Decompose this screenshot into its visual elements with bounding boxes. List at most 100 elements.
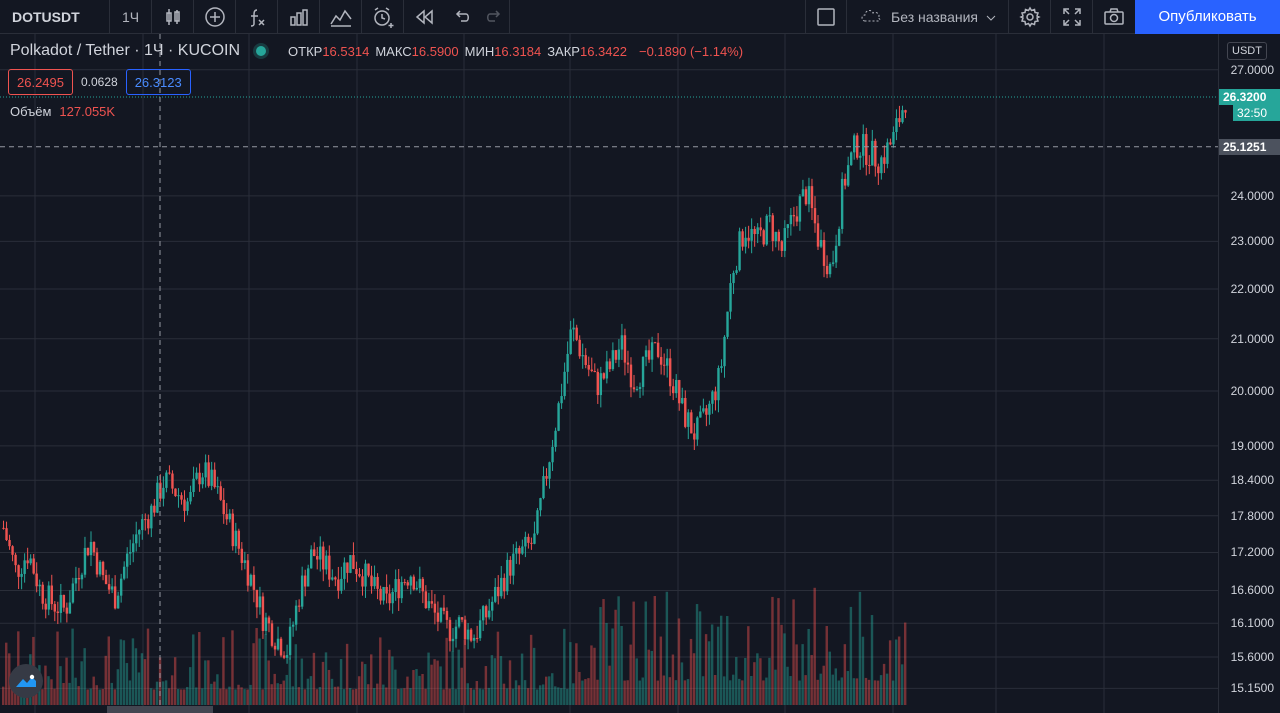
- buy-price-button[interactable]: 26.3123: [125, 69, 191, 95]
- candle-body: [180, 495, 183, 500]
- market-status-icon[interactable]: [256, 46, 267, 56]
- candle-body: [484, 606, 488, 618]
- price-tick-label: 15.6000: [1230, 650, 1274, 664]
- high-value: 16.5900: [411, 43, 459, 59]
- volume-bar: [735, 657, 738, 705]
- candle-body: [92, 541, 96, 553]
- currency-label[interactable]: USDT: [1227, 42, 1267, 60]
- fullscreen-square-icon[interactable]: [805, 0, 848, 34]
- candle-body: [678, 380, 681, 404]
- candle-body: [204, 462, 207, 478]
- volume-bar: [213, 681, 216, 705]
- alert-icon[interactable]: [362, 0, 404, 34]
- candle-body: [234, 530, 237, 547]
- expand-icon[interactable]: [1051, 0, 1093, 34]
- templates-icon[interactable]: [320, 0, 362, 34]
- volume-bar: [183, 689, 186, 705]
- volume-bar: [626, 680, 629, 705]
- price-axis[interactable]: USDT 26.3200 32:50 25.1251 27.0000 24.000…: [1218, 34, 1280, 713]
- candle-body: [786, 224, 790, 229]
- candle-body: [397, 579, 400, 599]
- candle-body: [370, 575, 373, 587]
- candle-body: [644, 350, 648, 357]
- publish-button[interactable]: Опубликовать: [1135, 0, 1280, 34]
- volume-bar: [750, 675, 753, 705]
- volume-bar: [463, 640, 466, 705]
- time-scrollbar[interactable]: [107, 706, 213, 713]
- volume-bar: [336, 686, 340, 705]
- candle-body: [162, 487, 165, 499]
- candle-body: [886, 142, 889, 164]
- volume-bar: [629, 644, 632, 705]
- sell-price-button[interactable]: 26.2495: [8, 69, 73, 95]
- volume-bar: [677, 618, 681, 705]
- volume-bar: [101, 688, 104, 705]
- volume-bar: [653, 596, 657, 705]
- volume-bar: [107, 636, 110, 705]
- candle-body: [641, 356, 645, 387]
- volume-bar: [270, 684, 273, 705]
- replay-icon[interactable]: [404, 0, 446, 34]
- interval-button[interactable]: 1Ч: [110, 0, 152, 34]
- series-title[interactable]: Polkadot / Tether · 1Ч · KUCOIN: [10, 42, 241, 59]
- redo-icon[interactable]: [478, 0, 510, 34]
- volume-bar: [279, 684, 282, 705]
- volume-bar: [545, 676, 548, 705]
- candle-body: [590, 369, 593, 372]
- settings-icon[interactable]: [1009, 0, 1051, 34]
- layout-name: Без названия: [891, 8, 978, 25]
- volume-bar: [840, 677, 844, 705]
- volume-bar: [427, 652, 430, 705]
- volume-bar: [683, 680, 687, 705]
- candle-body: [122, 566, 126, 579]
- volume-bar: [324, 652, 328, 705]
- candle-body: [487, 610, 491, 618]
- volume-bar: [83, 648, 86, 705]
- candles-icon[interactable]: [152, 0, 194, 34]
- bar-compare-icon[interactable]: [278, 0, 320, 34]
- candle-body: [50, 585, 53, 605]
- add-indicator-icon[interactable]: [194, 0, 236, 34]
- candle-body: [89, 541, 93, 556]
- candle-body: [282, 655, 286, 658]
- candle-body: [608, 361, 612, 370]
- undo-icon[interactable]: [446, 0, 478, 34]
- candlestick-chart[interactable]: [0, 34, 1218, 713]
- change-value: −0.1890 (−1.14%): [638, 43, 744, 59]
- spread-value: 0.0628: [81, 75, 118, 89]
- camera-icon[interactable]: [1093, 0, 1135, 34]
- candle-body: [201, 477, 204, 485]
- volume-bar: [367, 684, 370, 705]
- ohlc-values: ОТКР16.5314 МАКС16.5900 МИН16.3184 ЗАКР1…: [288, 44, 743, 59]
- symbol-search-button[interactable]: DOTUSDT: [0, 0, 110, 34]
- layout-name-button[interactable]: Без названия: [847, 0, 1009, 34]
- tradingview-logo-icon[interactable]: [9, 664, 43, 698]
- candle-body: [138, 530, 141, 535]
- volume-bar: [131, 638, 135, 705]
- candle-body: [665, 358, 669, 366]
- candle-body: [361, 576, 364, 587]
- volume-bar: [397, 688, 400, 705]
- volume-bar: [517, 685, 521, 705]
- candle-body: [427, 601, 431, 609]
- volume-bar: [783, 633, 786, 705]
- candle-body: [792, 215, 796, 217]
- candle-body: [5, 528, 8, 541]
- volume-bar: [804, 675, 807, 705]
- candle-body: [192, 478, 195, 492]
- fx-icon[interactable]: [236, 0, 278, 34]
- volume-bar: [158, 657, 162, 705]
- volume-bar: [119, 639, 123, 705]
- chart-pane[interactable]: [0, 34, 1218, 713]
- toolbar-spacer: [510, 0, 805, 34]
- volume-bar: [379, 637, 382, 705]
- volume-legend[interactable]: Объём 127.055K: [10, 104, 115, 119]
- volume-bar: [155, 681, 159, 705]
- candle-body: [47, 585, 50, 610]
- candle-body: [451, 638, 455, 642]
- candle-body: [545, 476, 548, 479]
- candle-body: [699, 411, 702, 418]
- candle-body: [14, 554, 17, 566]
- volume-bar: [707, 641, 711, 705]
- price-tick-label: 21.0000: [1230, 331, 1274, 346]
